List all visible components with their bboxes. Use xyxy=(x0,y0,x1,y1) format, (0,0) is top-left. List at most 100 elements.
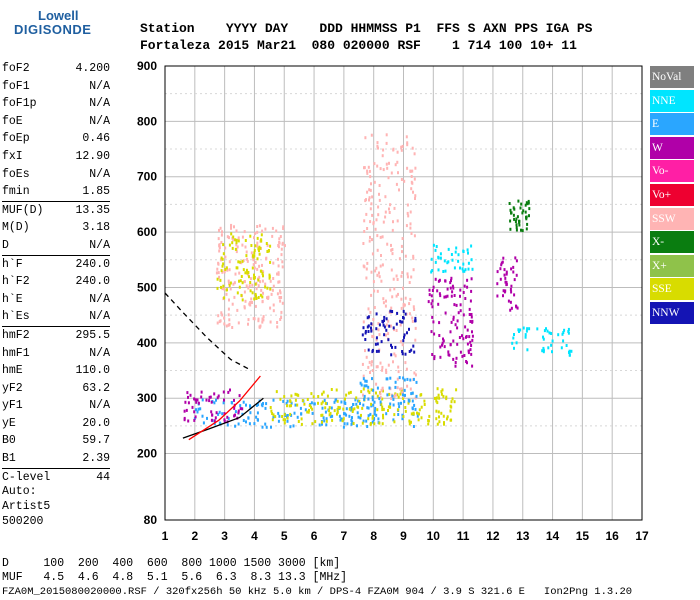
echo-point xyxy=(570,349,573,353)
echo-point xyxy=(451,397,454,401)
echo-point xyxy=(333,400,336,404)
param-separator xyxy=(2,467,110,469)
echo-point xyxy=(278,414,281,418)
echo-point xyxy=(237,239,240,243)
echo-point xyxy=(220,311,223,315)
echo-point xyxy=(452,286,455,290)
echo-point xyxy=(522,326,525,330)
echo-point xyxy=(242,268,245,272)
echo-point xyxy=(221,412,224,416)
echo-point xyxy=(505,272,508,276)
echo-point xyxy=(255,287,258,291)
param-row: D N/A xyxy=(2,237,110,255)
echo-point xyxy=(261,272,264,276)
echo-point xyxy=(328,413,331,417)
param-value: 110.0 xyxy=(75,364,110,378)
echo-point xyxy=(408,302,411,306)
param-separator xyxy=(2,325,110,327)
echo-point xyxy=(455,388,458,392)
echo-point xyxy=(501,260,504,264)
echo-point xyxy=(372,280,375,284)
header-labels: Station YYYY DAY DDD HHMMSS P1 FFS S AXN… xyxy=(140,21,593,36)
echo-point xyxy=(300,417,303,421)
echo-point xyxy=(386,393,389,397)
echo-point xyxy=(386,242,389,246)
echo-point xyxy=(439,355,442,359)
x-tick-label: 17 xyxy=(635,529,649,543)
echo-point xyxy=(371,252,374,256)
echo-point xyxy=(431,299,434,303)
echo-point xyxy=(245,268,248,272)
echo-point xyxy=(435,245,438,248)
echo-point xyxy=(453,294,456,297)
echo-point xyxy=(391,310,394,313)
echo-point xyxy=(269,406,272,409)
echo-point xyxy=(218,275,221,279)
echo-point xyxy=(459,309,462,313)
echo-point xyxy=(563,328,566,332)
echo-point xyxy=(375,218,378,222)
echo-point xyxy=(372,388,375,392)
echo-point xyxy=(323,419,326,423)
echo-point xyxy=(456,319,459,323)
echo-point xyxy=(503,290,506,294)
echo-point xyxy=(200,390,203,394)
echo-point xyxy=(286,399,289,403)
echo-point xyxy=(414,326,417,330)
echo-point xyxy=(228,236,230,240)
legend-item: Vo+ xyxy=(650,183,694,206)
echo-point xyxy=(253,273,255,277)
echo-point xyxy=(260,233,263,237)
echo-point xyxy=(407,401,410,405)
echo-point xyxy=(271,288,274,292)
echo-point xyxy=(361,362,364,366)
echo-point xyxy=(272,413,275,417)
echo-point xyxy=(370,326,372,330)
echo-point xyxy=(461,267,464,271)
y-tick-label: 400 xyxy=(137,336,157,350)
echo-point xyxy=(371,398,374,402)
echo-point xyxy=(256,244,259,248)
echo-point xyxy=(348,414,351,418)
echo-point xyxy=(328,406,331,410)
echo-point xyxy=(229,281,232,285)
x-tick-label: 1 xyxy=(162,529,169,543)
echo-point xyxy=(225,292,228,296)
echo-point xyxy=(385,141,388,145)
echo-point xyxy=(213,422,216,426)
echo-point xyxy=(256,257,259,261)
echo-point xyxy=(436,401,439,405)
echo-point xyxy=(243,230,246,234)
echo-point xyxy=(259,269,262,273)
echo-point xyxy=(373,306,376,309)
echo-point xyxy=(402,339,405,343)
echo-point xyxy=(385,368,388,372)
echo-point xyxy=(513,217,516,221)
echo-point xyxy=(259,324,262,328)
echo-point xyxy=(397,413,400,416)
echo-point xyxy=(362,419,365,423)
echo-point xyxy=(450,276,453,280)
echo-point xyxy=(238,394,241,398)
echo-point xyxy=(284,244,286,248)
echo-point xyxy=(499,267,502,271)
echo-point xyxy=(251,301,253,304)
legend-item: SSE xyxy=(650,278,694,301)
param-value: N/A xyxy=(89,292,110,306)
echo-point xyxy=(337,405,340,409)
echo-point xyxy=(382,148,385,152)
echo-point xyxy=(276,292,279,296)
echo-point xyxy=(363,219,366,223)
echo-point xyxy=(455,246,458,250)
echo-point xyxy=(412,268,415,272)
echo-point xyxy=(195,408,197,412)
echo-point xyxy=(454,364,457,368)
param-value: N/A xyxy=(89,310,110,324)
echo-point xyxy=(369,175,372,179)
param-value: 240.0 xyxy=(75,257,110,271)
echo-point xyxy=(324,401,327,405)
echo-point xyxy=(261,229,264,233)
echo-point xyxy=(266,250,269,253)
echo-point xyxy=(240,275,243,278)
